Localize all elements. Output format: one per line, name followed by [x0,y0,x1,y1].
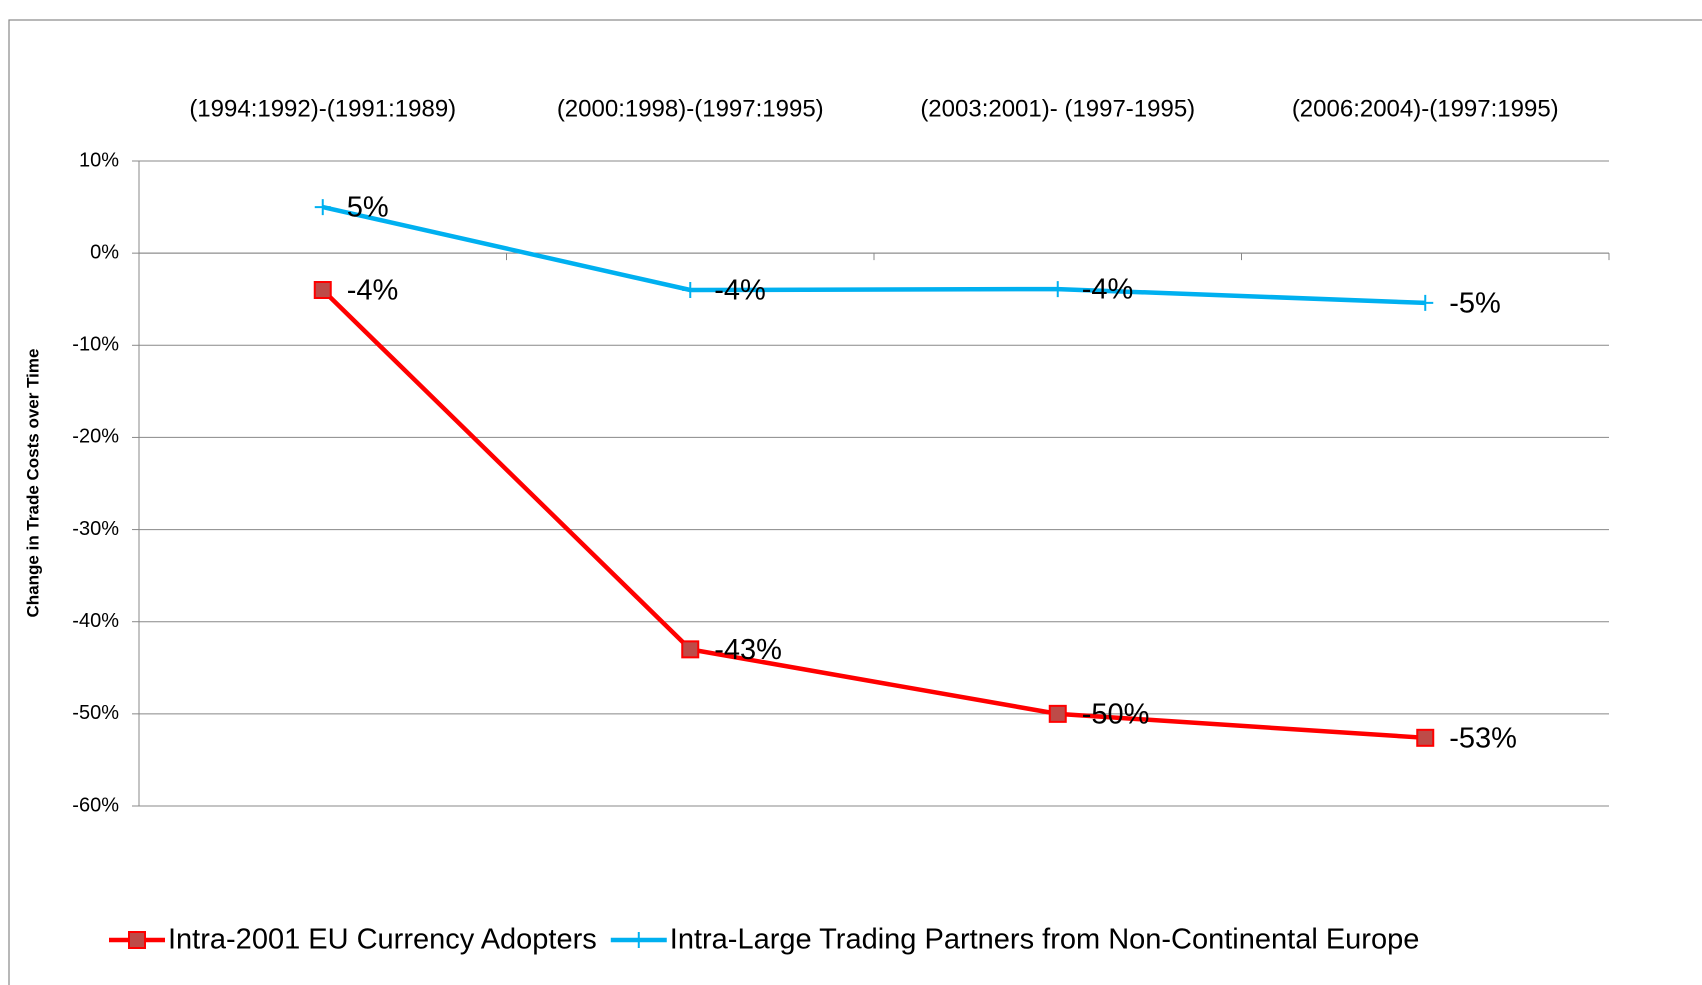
marker [630,932,647,948]
x-tick-label: (2003:2001)- (1997-1995) [920,95,1195,122]
y-axis-title: Change in Trade Costs over Time [23,349,42,618]
data-label: 5% [347,192,389,224]
marker [1417,294,1434,311]
data-label: -5% [1449,288,1501,320]
y-tick-label: 0% [90,241,119,263]
legend-label: Intra-2001 EU Currency Adopters [168,924,597,956]
data-label: -4% [714,275,766,307]
data-label: -43% [714,634,782,666]
data-label: -4% [1082,274,1134,306]
x-tick-label: (2000:1998)-(1997:1995) [557,95,824,122]
marker [314,199,331,216]
y-tick-label: -60% [72,794,119,816]
y-tick-label: 10% [79,149,119,171]
x-tick-label: (1994:1992)-(1991:1989) [189,95,456,122]
data-label: -50% [1082,699,1150,731]
y-tick-label: -40% [72,610,119,632]
chart-frame [8,19,1702,985]
y-tick-label: -30% [72,518,119,540]
y-tick-label: -10% [72,334,119,356]
legend-label: Intra-Large Trading Partners from Non-Co… [670,924,1420,956]
data-label: -4% [347,275,399,307]
data-label: -53% [1449,722,1517,754]
marker [1416,728,1435,747]
series-line [321,288,1426,741]
marker [313,281,332,299]
marker [682,282,699,298]
x-tick-label: (2006:2004)-(1997:1995) [1292,95,1559,122]
y-tick-label: -20% [72,426,119,448]
series-line [322,204,1426,306]
marker [1049,281,1066,298]
marker [128,931,146,949]
marker [1048,704,1067,723]
y-tick-label: -50% [72,702,119,724]
marker [681,640,700,659]
